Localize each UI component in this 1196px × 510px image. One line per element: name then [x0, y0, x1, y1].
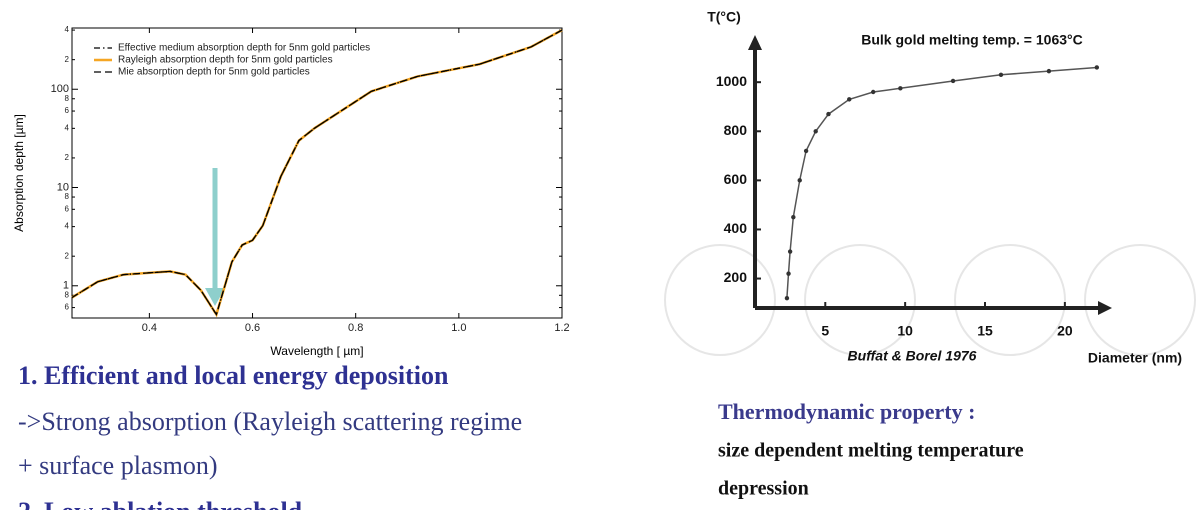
y-tick-label: 2 [65, 55, 70, 64]
data-point [803, 148, 809, 154]
x-tick-label: 5 [821, 323, 829, 339]
heading: Thermodynamic property : [718, 399, 975, 424]
data-point [787, 249, 793, 254]
x-axis-arrow [1098, 301, 1112, 315]
data-point [786, 271, 791, 276]
legend-label: Mie absorption depth for 5nm gold partic… [118, 67, 310, 78]
y-tick-label: 8 [65, 290, 70, 299]
data-point [791, 214, 796, 220]
y-tick-label: 4 [65, 25, 70, 34]
data-point [847, 97, 852, 102]
y-tick-label: 1000 [716, 73, 747, 89]
y-tick-label: 6 [65, 106, 70, 115]
source: Buffat & Borel 1976 [848, 348, 977, 364]
y-tick-label: 800 [724, 122, 748, 138]
y-tick-label: 2 [65, 251, 70, 260]
legend-label: Rayleigh absorption depth for 5nm gold p… [118, 55, 333, 66]
y-tick-label: 2 [65, 153, 70, 162]
x-tick-label: 0.4 [142, 322, 157, 334]
y-tick-label: 8 [65, 192, 70, 201]
y-tick-label: 4 [65, 123, 70, 132]
data-point [784, 295, 790, 301]
x-tick-label: 15 [977, 323, 993, 339]
body-text: depression [718, 478, 809, 500]
y-axis-label: T(°C) [707, 9, 741, 25]
heading: 1. Efficient and local energy deposition [18, 361, 449, 390]
arrow-head [205, 288, 225, 306]
y-tick-label: 10 [57, 181, 69, 193]
data-point [826, 111, 831, 117]
body-text: size dependent melting temperature [718, 440, 1024, 462]
y-tick-label: 400 [724, 220, 748, 236]
y-axis-label: Absorption depth [µm] [12, 114, 26, 232]
y-tick-label: 200 [724, 269, 748, 285]
data-point [870, 89, 876, 95]
y-tick-label: 1 [63, 280, 69, 292]
x-tick-label: 1.0 [451, 322, 466, 334]
x-axis-label: Diameter (nm) [1088, 350, 1182, 366]
data-point [813, 129, 818, 134]
data-point [1094, 65, 1100, 70]
y-tick-label: 6 [65, 204, 70, 213]
body-text: + surface plasmon) [18, 451, 217, 480]
x-tick-label: 0.8 [348, 322, 363, 334]
body-text: ->Strong absorption (Rayleigh scattering… [18, 407, 522, 436]
watermark [664, 244, 1196, 356]
series-line [71, 29, 563, 317]
y-tick-label: 100 [51, 83, 69, 95]
x-tick-label: 20 [1057, 323, 1073, 339]
data-point [898, 86, 903, 91]
heading: 2. Low ablation threshold [18, 497, 303, 510]
y-tick-label: 600 [724, 171, 748, 187]
y-axis-arrow [748, 35, 762, 50]
annotation: Bulk gold melting temp. = 1063°C [861, 32, 1082, 48]
x-tick-label: 0.6 [245, 322, 260, 334]
data-point [1046, 68, 1052, 74]
y-tick-label: 4 [65, 222, 70, 231]
legend-label: Effective medium absorption depth for 5n… [118, 43, 370, 54]
x-axis-label: Wavelength [ µm] [270, 344, 363, 358]
plot-frame [71, 27, 563, 319]
data-point [797, 178, 802, 183]
x-tick-label: 1.2 [554, 322, 569, 334]
y-tick-label: 6 [65, 303, 70, 312]
data-point [950, 78, 956, 84]
y-tick-label: 8 [65, 94, 70, 103]
x-tick-label: 10 [897, 323, 913, 339]
data-point [998, 72, 1004, 78]
